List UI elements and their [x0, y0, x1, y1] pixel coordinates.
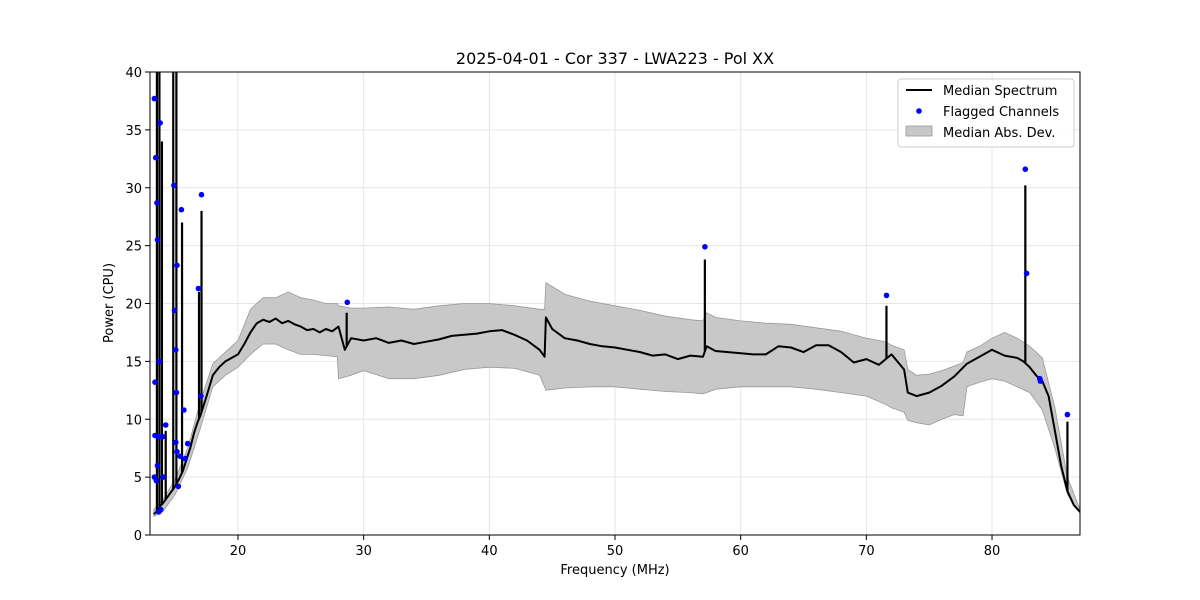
flagged-point [171, 182, 177, 189]
x-tick-label: 60 [732, 544, 749, 559]
flagged-point [178, 206, 185, 213]
x-tick-label: 70 [858, 544, 875, 559]
y-tick-label: 20 [125, 298, 142, 313]
flagged-point [154, 462, 161, 469]
flagged-point [174, 262, 180, 269]
flagged-point [171, 307, 178, 314]
flagged-point [151, 95, 158, 102]
plot-area [151, 72, 1081, 518]
flagged-point [195, 285, 202, 292]
flagged-point [173, 347, 179, 353]
flagged-point [154, 237, 161, 243]
flagged-point [1023, 270, 1030, 277]
flagged-point [155, 433, 161, 440]
x-axis-label: Frequency (MHz) [560, 563, 669, 578]
flagged-point [702, 244, 708, 250]
legend-label-median: Median Spectrum [943, 84, 1057, 99]
flagged-point [162, 422, 169, 428]
flagged-point [174, 448, 180, 455]
x-tick-label: 80 [984, 544, 1001, 559]
legend-point-swatch [916, 108, 922, 114]
y-axis-label: Power (CPU) [102, 263, 117, 343]
flagged-point [1037, 378, 1044, 384]
flagged-point [344, 299, 351, 306]
y-tick-label: 25 [125, 240, 142, 255]
legend: Median Spectrum Flagged Channels Median … [897, 78, 1075, 148]
flagged-point [152, 154, 159, 161]
flagged-point [883, 292, 890, 299]
flagged-point [198, 191, 205, 198]
flagged-point [175, 483, 182, 490]
flagged-point [154, 200, 160, 206]
legend-box [897, 78, 1075, 148]
median-line [153, 316, 1081, 515]
flagged-point [173, 389, 180, 396]
legend-label-mad: Median Abs. Dev. [943, 126, 1055, 141]
legend-band-swatch [905, 125, 933, 137]
flagged-point [1064, 411, 1071, 418]
flagged-point [156, 358, 163, 365]
x-tick-label: 30 [355, 544, 372, 559]
x-tick-label: 50 [607, 544, 624, 559]
flagged-point [182, 455, 188, 462]
x-tick-label: 20 [230, 544, 247, 559]
flagged-point [157, 120, 163, 126]
flagged-point [173, 439, 179, 446]
flagged-point [159, 433, 166, 440]
flagged-point [160, 474, 166, 480]
flagged-point [1022, 166, 1029, 172]
flagged-point [152, 379, 158, 386]
y-tick-label: 10 [125, 413, 142, 428]
axes: 20 30 40 50 60 70 80 0 5 10 15 20 25 30 35 40 [125, 66, 1000, 559]
y-tick-label: 5 [134, 471, 142, 486]
y-tick-label: 40 [125, 66, 142, 81]
legend-label-flagged: Flagged Channels [943, 105, 1059, 120]
flagged-point [198, 393, 204, 399]
y-tick-label: 30 [125, 182, 142, 197]
y-tick-label: 35 [125, 124, 142, 139]
flagged-point [157, 506, 164, 513]
y-tick-label: 15 [125, 355, 142, 370]
flagged-point [153, 477, 160, 484]
flagged-point [177, 453, 183, 460]
flagged-point [181, 407, 187, 413]
flagged-point [184, 440, 191, 447]
y-tick-label: 0 [134, 529, 142, 544]
chart-title: 2025-04-01 - Cor 337 - LWA223 - Pol XX [456, 49, 774, 68]
x-tick-label: 40 [481, 544, 498, 559]
